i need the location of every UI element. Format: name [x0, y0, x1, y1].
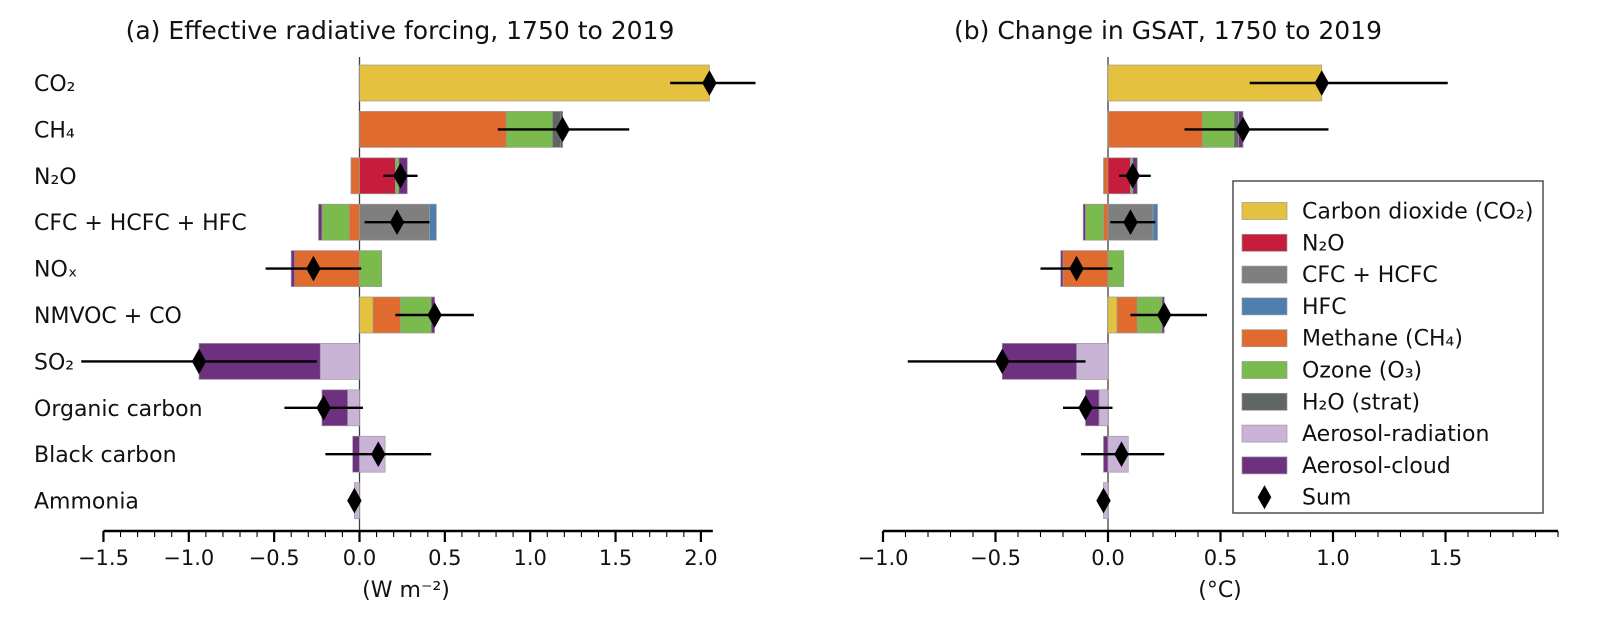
row-label: Black carbon: [34, 443, 177, 468]
x-axis-label: (°C): [1198, 578, 1242, 603]
legend-label-methane: Methane (CH₄): [1302, 327, 1463, 352]
sum-marker: [1123, 209, 1138, 235]
x-axis-tick-label: 1.5: [1429, 546, 1462, 570]
bar-segment-carbon_dioxide: [359, 296, 374, 334]
x-axis-tick-label: −1.0: [163, 546, 214, 570]
sum-marker: [1314, 70, 1329, 96]
bar-segment-aerosol_cloud: [1082, 203, 1086, 241]
legend-swatch-h2o_strat: [1241, 392, 1288, 411]
legend-label-n2o: N₂O: [1302, 231, 1345, 256]
legend-swatch-n2o: [1241, 233, 1288, 252]
sum-marker: [371, 441, 386, 467]
legend-swatch-ozone: [1241, 361, 1288, 379]
bar-segment-methane: [359, 111, 507, 148]
legend-label-carbon_dioxide: Carbon dioxide (CO₂): [1302, 200, 1533, 225]
row-label: Organic carbon: [34, 397, 203, 422]
x-axis-tick-label: 0.5: [1204, 546, 1237, 570]
sum-marker: [1114, 441, 1129, 467]
legend-swatch-aerosol_radiation: [1241, 424, 1288, 443]
sum-marker: [1078, 395, 1093, 421]
sum-marker: [1157, 302, 1172, 328]
x-axis-tick-label: −1.5: [78, 546, 129, 570]
bar-segment-methane: [350, 157, 360, 195]
bar-segment-methane: [1103, 157, 1109, 195]
sum-marker: [191, 348, 207, 375]
bar-segment-methane: [348, 203, 360, 241]
sum-marker: [1069, 255, 1084, 282]
row-label: NMVOC + CO: [34, 304, 182, 329]
legend-label-hfc: HFC: [1302, 295, 1347, 320]
sum-marker: [1235, 116, 1251, 143]
sum-marker: [1096, 487, 1111, 514]
bar-segment-carbon_dioxide: [359, 64, 710, 102]
sum-marker: [347, 487, 362, 514]
bar-segment-methane: [1103, 203, 1109, 241]
legend-label-aerosol_cloud: Aerosol-cloud: [1302, 454, 1451, 479]
panel-title-a: (a) Effective radiative forcing, 1750 to…: [126, 16, 675, 45]
x-axis-tick-label: 1.5: [599, 546, 632, 570]
bar-segment-carbon_dioxide: [1107, 296, 1118, 334]
x-axis-tick-label: 2.0: [684, 546, 717, 570]
row-label: N₂O: [34, 165, 77, 190]
bar-segment-ozone: [1085, 203, 1104, 241]
x-axis-tick-label: 0.0: [1091, 546, 1124, 570]
x-axis-tick-label: 0.5: [428, 546, 461, 570]
row-label: NOₓ: [34, 258, 78, 283]
bar-segment-ozone: [321, 203, 350, 241]
x-axis-tick-label: −0.5: [249, 546, 300, 570]
legend-label-ozone: Ozone (O₃): [1302, 359, 1422, 384]
bar-segment-hfc: [429, 203, 437, 241]
sum-marker: [995, 348, 1010, 375]
sum-marker: [306, 255, 321, 282]
row-label: SO₂: [34, 350, 74, 375]
legend-label-aerosol_radiation: Aerosol-radiation: [1302, 422, 1489, 447]
legend-swatch-carbon_dioxide: [1241, 202, 1288, 220]
x-axis-tick-label: −1.0: [858, 546, 909, 570]
legend-swatch-hfc: [1241, 297, 1288, 316]
legend-label-h2o_strat: H₂O (strat): [1302, 390, 1420, 415]
sum-marker: [389, 209, 405, 235]
row-label: CFC + HCFC + HFC: [34, 211, 247, 236]
sum-marker: [1125, 163, 1140, 189]
sum-marker: [555, 116, 570, 143]
x-axis-tick-label: −0.5: [970, 546, 1021, 570]
panel-title-b: (b) Change in GSAT, 1750 to 2019: [954, 16, 1382, 45]
row-label: Ammonia: [34, 490, 139, 515]
legend-swatch-methane: [1241, 329, 1288, 348]
bar-segment-aerosol_cloud: [318, 203, 323, 241]
legend-sum-diamond-icon: [1257, 485, 1272, 510]
row-label: CH₄: [34, 118, 75, 143]
sum-marker: [316, 395, 331, 421]
row-label: CO₂: [34, 72, 76, 97]
sum-marker: [427, 302, 442, 328]
x-axis-label: (W m⁻²): [362, 578, 450, 603]
sum-marker: [393, 163, 408, 189]
legend-swatch-aerosol_cloud: [1241, 456, 1288, 475]
legend-label-sum: Sum: [1302, 486, 1351, 511]
bar-segment-aerosol_radiation: [319, 343, 360, 380]
sum-marker: [702, 70, 717, 96]
bar-segment-ozone: [359, 250, 383, 287]
legend-label-cfc_hcfc: CFC + HCFC: [1302, 263, 1438, 288]
legend-swatch-cfc_hcfc: [1241, 265, 1288, 284]
x-axis-tick-label: 1.0: [1316, 546, 1349, 570]
x-axis-tick-label: 1.0: [513, 546, 546, 570]
x-axis-tick-label: 0.0: [343, 546, 376, 570]
